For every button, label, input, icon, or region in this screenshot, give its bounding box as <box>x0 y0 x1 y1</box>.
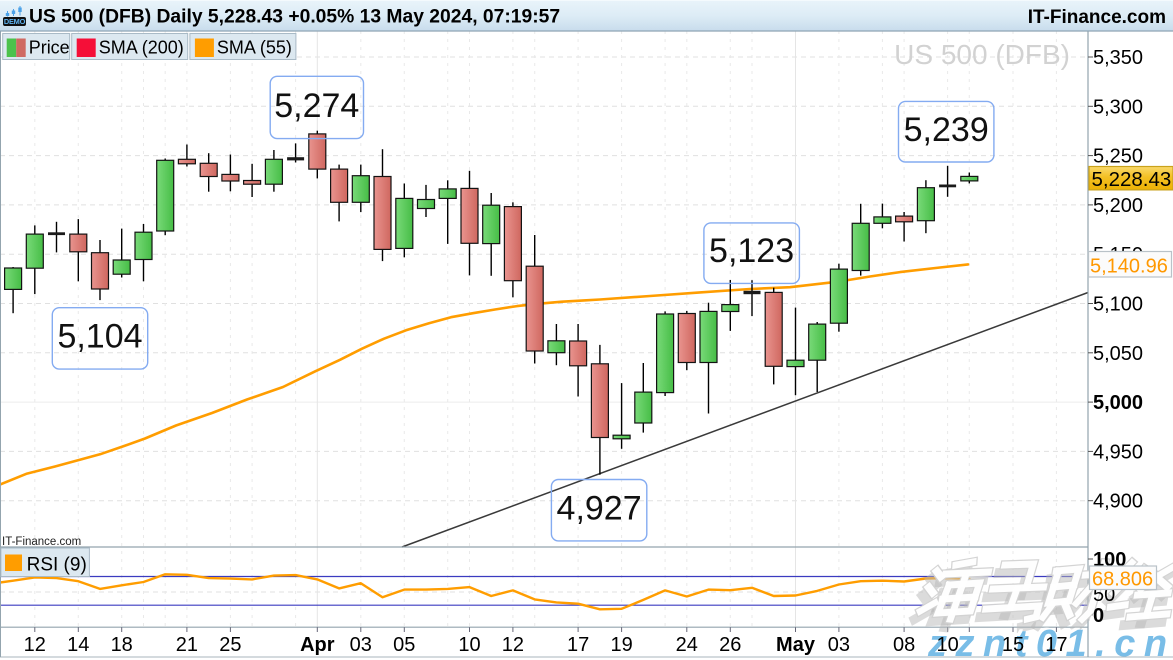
svg-text:5,000: 5,000 <box>1093 392 1143 414</box>
svg-text:Apr: Apr <box>300 634 335 656</box>
svg-text:zznt01.cn: zznt01.cn <box>927 623 1173 660</box>
svg-text:18: 18 <box>111 634 133 656</box>
svg-text:4,950: 4,950 <box>1093 441 1143 463</box>
svg-text:21: 21 <box>176 634 198 656</box>
svg-text:26: 26 <box>719 634 741 656</box>
svg-text:US 500 (DFB) Daily 5,228.43 +0: US 500 (DFB) Daily 5,228.43 +0.05% 13 Ma… <box>29 7 560 28</box>
svg-text:10: 10 <box>458 634 480 656</box>
svg-text:05: 05 <box>393 634 415 656</box>
svg-text:5,250: 5,250 <box>1093 146 1143 168</box>
svg-text:May: May <box>776 634 816 656</box>
svg-text:5,274: 5,274 <box>274 87 359 125</box>
svg-text:5,350: 5,350 <box>1093 47 1143 69</box>
svg-text:4,900: 4,900 <box>1093 491 1143 513</box>
svg-text:4,927: 4,927 <box>557 489 642 527</box>
svg-text:RSI (9): RSI (9) <box>27 554 87 575</box>
svg-text:IT-Finance.com: IT-Finance.com <box>2 536 81 548</box>
svg-text:5,300: 5,300 <box>1093 96 1143 118</box>
svg-text:5,100: 5,100 <box>1093 294 1143 316</box>
svg-text:08: 08 <box>893 634 915 656</box>
svg-text:zznt01.cn: zznt01.cn <box>924 621 1173 660</box>
svg-text:68.806: 68.806 <box>1092 568 1153 590</box>
svg-text:SMA (200): SMA (200) <box>99 38 184 58</box>
svg-text:0: 0 <box>1093 605 1104 627</box>
svg-text:19: 19 <box>610 634 632 656</box>
svg-text:17: 17 <box>567 634 589 656</box>
svg-text:5,050: 5,050 <box>1093 343 1143 365</box>
svg-text:24: 24 <box>676 634 698 656</box>
svg-text:5,104: 5,104 <box>57 318 142 356</box>
svg-text:14: 14 <box>67 634 89 656</box>
svg-text:12: 12 <box>24 634 46 656</box>
svg-text:DEMO: DEMO <box>4 17 26 26</box>
svg-text:SMA (55): SMA (55) <box>217 38 292 58</box>
svg-text:5,200: 5,200 <box>1093 195 1143 217</box>
svg-text:IT-Finance.com: IT-Finance.com <box>1028 7 1166 28</box>
svg-text:15: 15 <box>1002 634 1024 656</box>
svg-text:25: 25 <box>219 634 241 656</box>
svg-text:03: 03 <box>350 634 372 656</box>
svg-text:5,228.43: 5,228.43 <box>1092 168 1172 191</box>
svg-text:12: 12 <box>502 634 524 656</box>
svg-text:5,140.96: 5,140.96 <box>1090 255 1168 277</box>
svg-text:Price: Price <box>29 38 70 58</box>
svg-text:03: 03 <box>828 634 850 656</box>
svg-text:US 500 (DFB): US 500 (DFB) <box>894 39 1070 70</box>
svg-text:17: 17 <box>1045 634 1067 656</box>
svg-text:5,239: 5,239 <box>904 111 989 149</box>
svg-text:5,123: 5,123 <box>709 232 794 270</box>
svg-text:10: 10 <box>936 634 958 656</box>
